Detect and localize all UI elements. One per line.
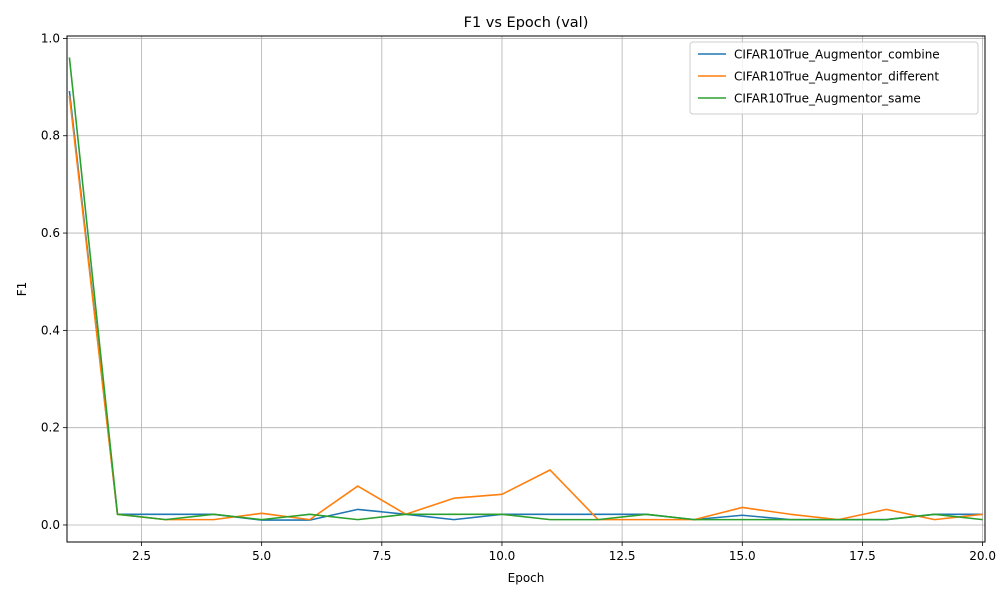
y-tick-label: 0.0 bbox=[41, 518, 60, 532]
x-axis-label: Epoch bbox=[508, 571, 545, 585]
plot-frame bbox=[66, 35, 986, 543]
chart-title: F1 vs Epoch (val) bbox=[464, 15, 589, 31]
x-tick-label: 2.5 bbox=[132, 549, 151, 563]
legend: CIFAR10True_Augmentor_combine CIFAR10True… bbox=[689, 41, 979, 115]
x-tick-label: 15.0 bbox=[729, 549, 756, 563]
y-tick-label: 0.6 bbox=[41, 226, 60, 240]
legend-label: CIFAR10True_Augmentor_combine bbox=[734, 48, 940, 62]
y-tick-label: 0.8 bbox=[41, 129, 60, 143]
legend-label: CIFAR10True_Augmentor_different bbox=[734, 70, 939, 84]
x-tick-label: 20.0 bbox=[969, 549, 996, 563]
grid bbox=[67, 36, 985, 542]
legend-label: CIFAR10True_Augmentor_same bbox=[734, 92, 921, 106]
series-lines bbox=[68, 57, 983, 521]
y-tick-label: 1.0 bbox=[41, 31, 60, 45]
series-line-2 bbox=[68, 95, 983, 521]
y-axis-label: F1 bbox=[15, 282, 29, 297]
x-tick-label: 17.5 bbox=[849, 549, 876, 563]
legend-box bbox=[689, 41, 979, 115]
x-tick-label: 10.0 bbox=[489, 549, 516, 563]
x-tick-label: 12.5 bbox=[609, 549, 636, 563]
y-tick-label: 0.2 bbox=[41, 421, 60, 435]
series-line-3 bbox=[68, 57, 983, 521]
y-tick-label: 0.4 bbox=[41, 323, 60, 337]
axes: 2.5 5.0 7.5 10.0 12.5 15.0 17.5 20.0 0.0 0.2 0.4 0.… bbox=[41, 31, 996, 563]
x-tick-label: 7.5 bbox=[372, 549, 391, 563]
x-tick-label: 5.0 bbox=[252, 549, 271, 563]
